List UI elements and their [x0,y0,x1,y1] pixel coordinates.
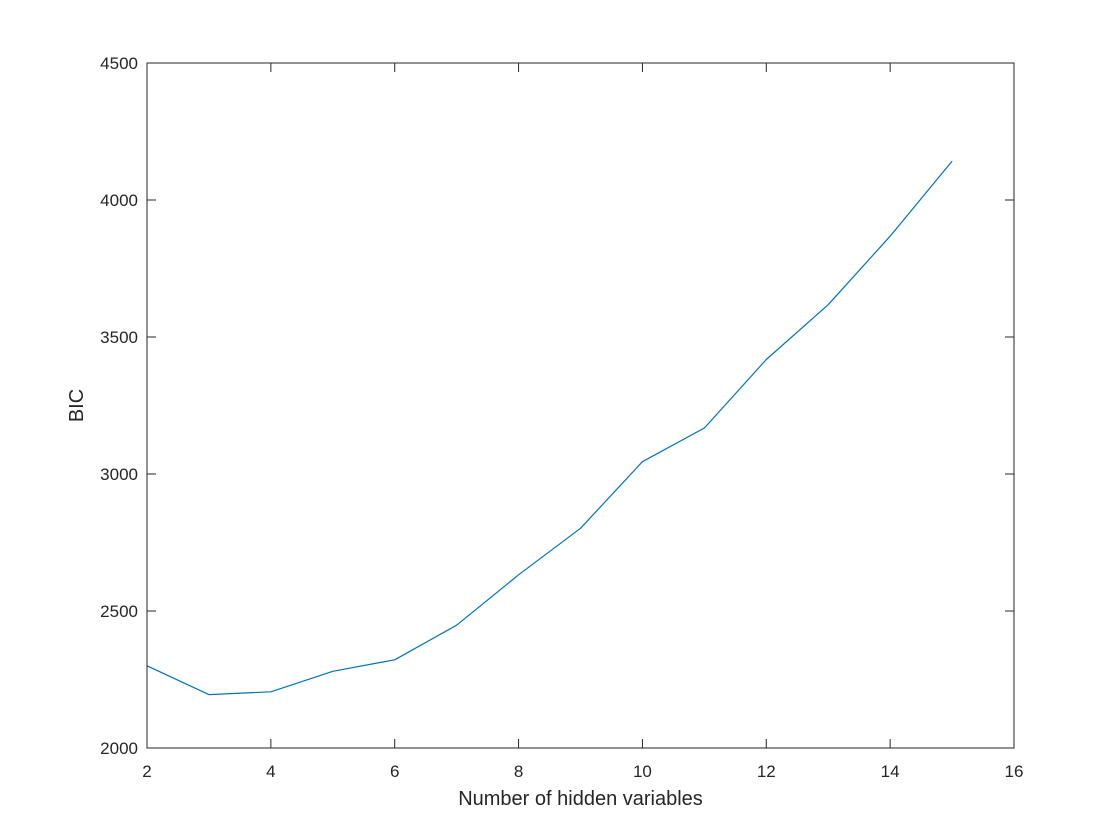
x-tick-label: 10 [633,762,652,781]
x-tick-label: 12 [757,762,776,781]
x-tick-label: 8 [514,762,523,781]
x-tick-label: 16 [1005,762,1024,781]
x-tick-label: 4 [266,762,275,781]
y-tick-label: 2500 [100,602,138,621]
plot-frame [146,62,1015,749]
ticks-layer [146,62,1015,749]
x-axis-label: Number of hidden variables [458,788,703,810]
y-tick-label: 4500 [100,54,138,73]
y-axis-label: BIC [66,389,88,422]
series-layer [146,160,953,696]
x-tick-label: 6 [390,762,399,781]
y-tick-label: 4000 [100,191,138,210]
y-tick-label: 3000 [100,465,138,484]
tick-labels-layer: 2 4 6 8 10 12 14 16 2000 2500 3000 3500 4000 4500 [100,54,1023,781]
x-tick-label: 14 [881,762,900,781]
series-line [146,160,953,696]
y-tick-label: 3500 [100,328,138,347]
y-tick-label: 2000 [100,739,138,758]
x-tick-label: 2 [142,762,151,781]
